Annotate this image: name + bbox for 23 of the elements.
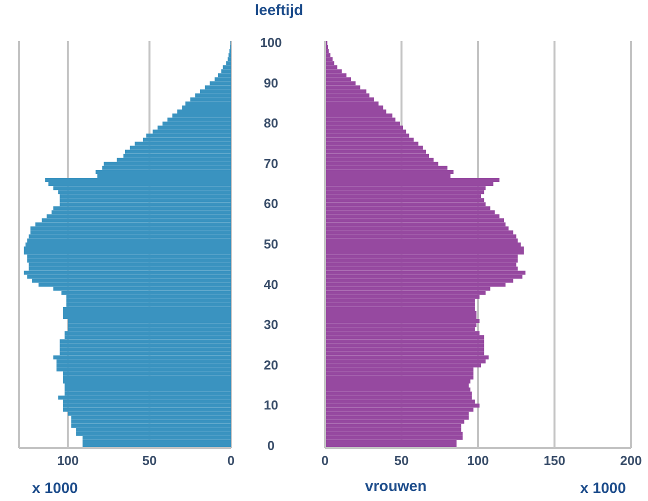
y-axis-title: leeftijd	[254, 2, 304, 19]
x-tick-label: 50	[394, 453, 409, 468]
x-tick-label: 0	[227, 453, 235, 468]
x-tick-label: 100	[467, 453, 489, 468]
x-tick-label: 50	[142, 453, 157, 468]
x-axis-title: x 1000	[32, 480, 78, 497]
y-tick-label: 10	[264, 398, 278, 413]
y-tick-label: 60	[264, 196, 278, 212]
x-tick-label: 0	[321, 453, 329, 468]
y-tick-label: 100	[260, 35, 282, 50]
y-tick-label: 90	[264, 75, 278, 90]
x-tick-label: 150	[544, 453, 566, 468]
y-tick-label: 0	[267, 438, 275, 453]
x-tick-label: 200	[620, 453, 642, 468]
text: vrouwen	[365, 478, 427, 495]
x-axis-title: x 1000	[580, 480, 626, 497]
y-tick-label: 80	[264, 116, 278, 131]
y-tick-label: 40	[264, 276, 278, 292]
x-tick-label: 100	[57, 453, 79, 468]
y-tick-label: 70	[264, 156, 278, 171]
y-tick-label: 50	[264, 236, 278, 252]
y-tick-label: 30	[264, 317, 278, 332]
y-tick-label: 20	[264, 357, 278, 372]
